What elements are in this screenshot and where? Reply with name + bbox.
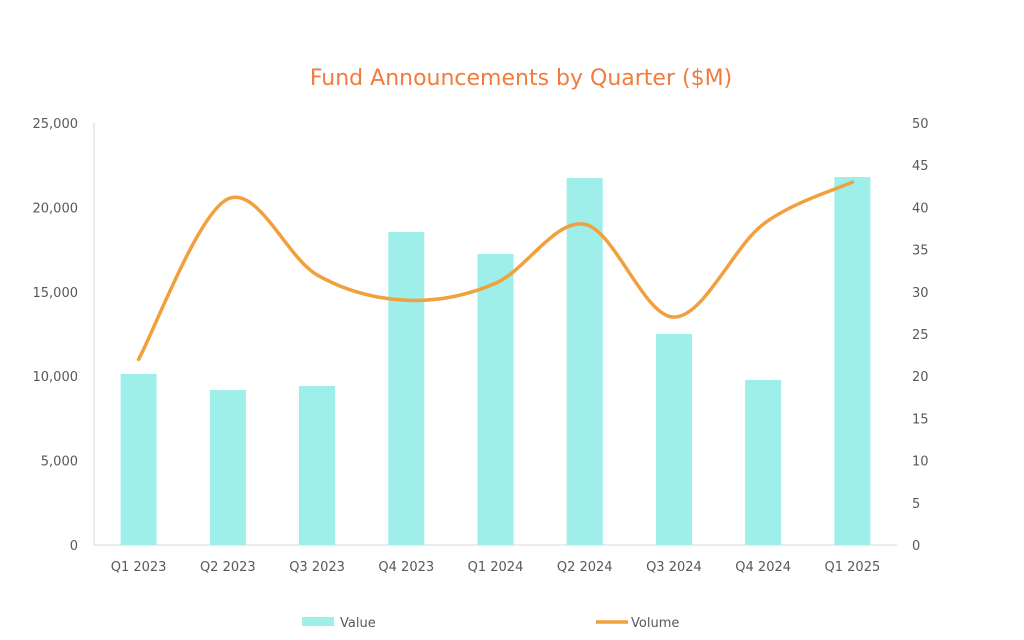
right-tick-label: 5 [912, 497, 920, 512]
x-tick-label: Q1 2024 [468, 560, 524, 575]
legend-volume-label: Volume [631, 616, 679, 631]
right-tick-label: 0 [912, 539, 920, 554]
right-tick-label: 20 [912, 370, 929, 385]
right-tick-label: 10 [912, 455, 929, 470]
legend-value-swatch [302, 617, 334, 626]
left-tick-label: 15,000 [33, 286, 79, 301]
left-tick-label: 10,000 [33, 370, 79, 385]
left-tick-label: 25,000 [33, 117, 79, 132]
bar-value [834, 177, 871, 546]
x-tick-label: Q4 2024 [735, 560, 791, 575]
bar-value [388, 232, 425, 545]
bar-value [566, 178, 603, 545]
x-tick-label: Q2 2024 [557, 560, 613, 575]
x-tick-label: Q4 2023 [378, 560, 434, 575]
right-tick-label: 45 [912, 159, 929, 174]
bar-value [477, 253, 514, 545]
right-tick-label: 35 [912, 244, 929, 259]
legend-value-label: Value [340, 616, 376, 631]
bar-value [209, 390, 246, 545]
right-tick-label: 25 [912, 328, 929, 343]
right-tick-label: 40 [912, 201, 929, 216]
x-tick-label: Q3 2024 [646, 560, 702, 575]
left-tick-label: 0 [70, 539, 78, 554]
bar-value [745, 379, 782, 545]
right-tick-label: 50 [912, 117, 929, 132]
bar-value [120, 374, 157, 545]
x-tick-label: Q3 2023 [289, 560, 345, 575]
x-tick-label: Q1 2025 [825, 560, 881, 575]
left-tick-label: 20,000 [33, 201, 79, 216]
right-tick-label: 30 [912, 286, 929, 301]
x-tick-label: Q2 2023 [200, 560, 256, 575]
x-tick-label: Q1 2023 [111, 560, 167, 575]
bar-value [299, 385, 336, 545]
right-tick-label: 15 [912, 412, 929, 427]
chart-title: Fund Announcements by Quarter ($M) [309, 66, 733, 91]
bar-value [655, 334, 692, 545]
left-tick-label: 5,000 [41, 455, 78, 470]
